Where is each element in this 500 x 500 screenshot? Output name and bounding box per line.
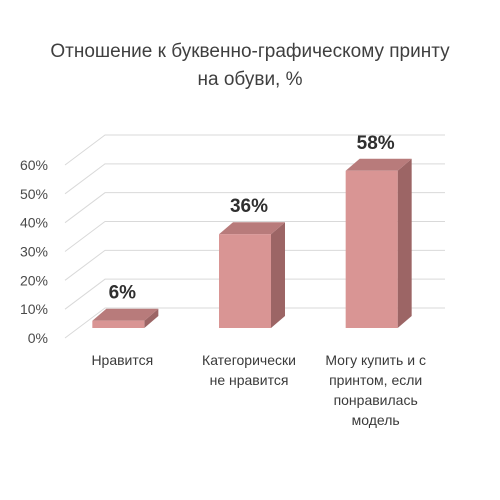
- x-tick-label-line: принтом, если: [329, 372, 423, 388]
- x-tick-label: Могу купить и с принтом, если понравилась м…: [306, 350, 446, 430]
- chart-title: Отношение к буквенно-графическому принту…: [0, 38, 500, 94]
- gridline: [64, 163, 445, 195]
- data-label: 36%: [230, 196, 268, 217]
- x-tick-label: Категорически не нравится: [179, 350, 319, 390]
- x-tick-label-line: Нравится: [91, 352, 154, 368]
- bar-side: [271, 222, 285, 328]
- y-tick-label: 20%: [20, 272, 48, 288]
- y-tick-label: 0%: [28, 330, 48, 346]
- data-label: 58%: [357, 133, 395, 154]
- x-tick-label-line: Могу купить и с: [325, 352, 426, 368]
- x-tick-label-line: модель: [351, 412, 400, 428]
- gridline: [64, 307, 445, 339]
- chart-title-line-1: Отношение к буквенно-графическому принту: [50, 41, 450, 62]
- bar-top: [92, 308, 159, 321]
- gridline: [64, 249, 445, 281]
- gridline: [64, 134, 445, 166]
- bar: [219, 234, 271, 328]
- bar: [345, 170, 398, 328]
- y-tick-label: 30%: [20, 244, 48, 260]
- gridline: [64, 278, 445, 310]
- y-tick-label: 50%: [20, 186, 48, 202]
- data-label: 6%: [109, 283, 137, 304]
- bar-side: [144, 308, 159, 328]
- x-tick-label-line: понравилась: [333, 392, 418, 408]
- bar-top: [345, 158, 412, 171]
- bar: [92, 320, 145, 328]
- y-tick-label: 60%: [20, 157, 48, 173]
- x-tick-label-line: не нравится: [209, 372, 289, 388]
- gridline: [64, 192, 445, 224]
- x-tick-label-line: Категорически: [202, 352, 296, 368]
- y-tick-label: 40%: [20, 215, 48, 231]
- y-tick-label: 10%: [20, 301, 48, 317]
- x-tick-label: Нравится: [52, 350, 192, 370]
- gridline: [64, 221, 445, 252]
- bar-top: [219, 222, 285, 235]
- bar-side: [397, 158, 412, 328]
- chart-title-line-2: на обуви, %: [197, 69, 303, 90]
